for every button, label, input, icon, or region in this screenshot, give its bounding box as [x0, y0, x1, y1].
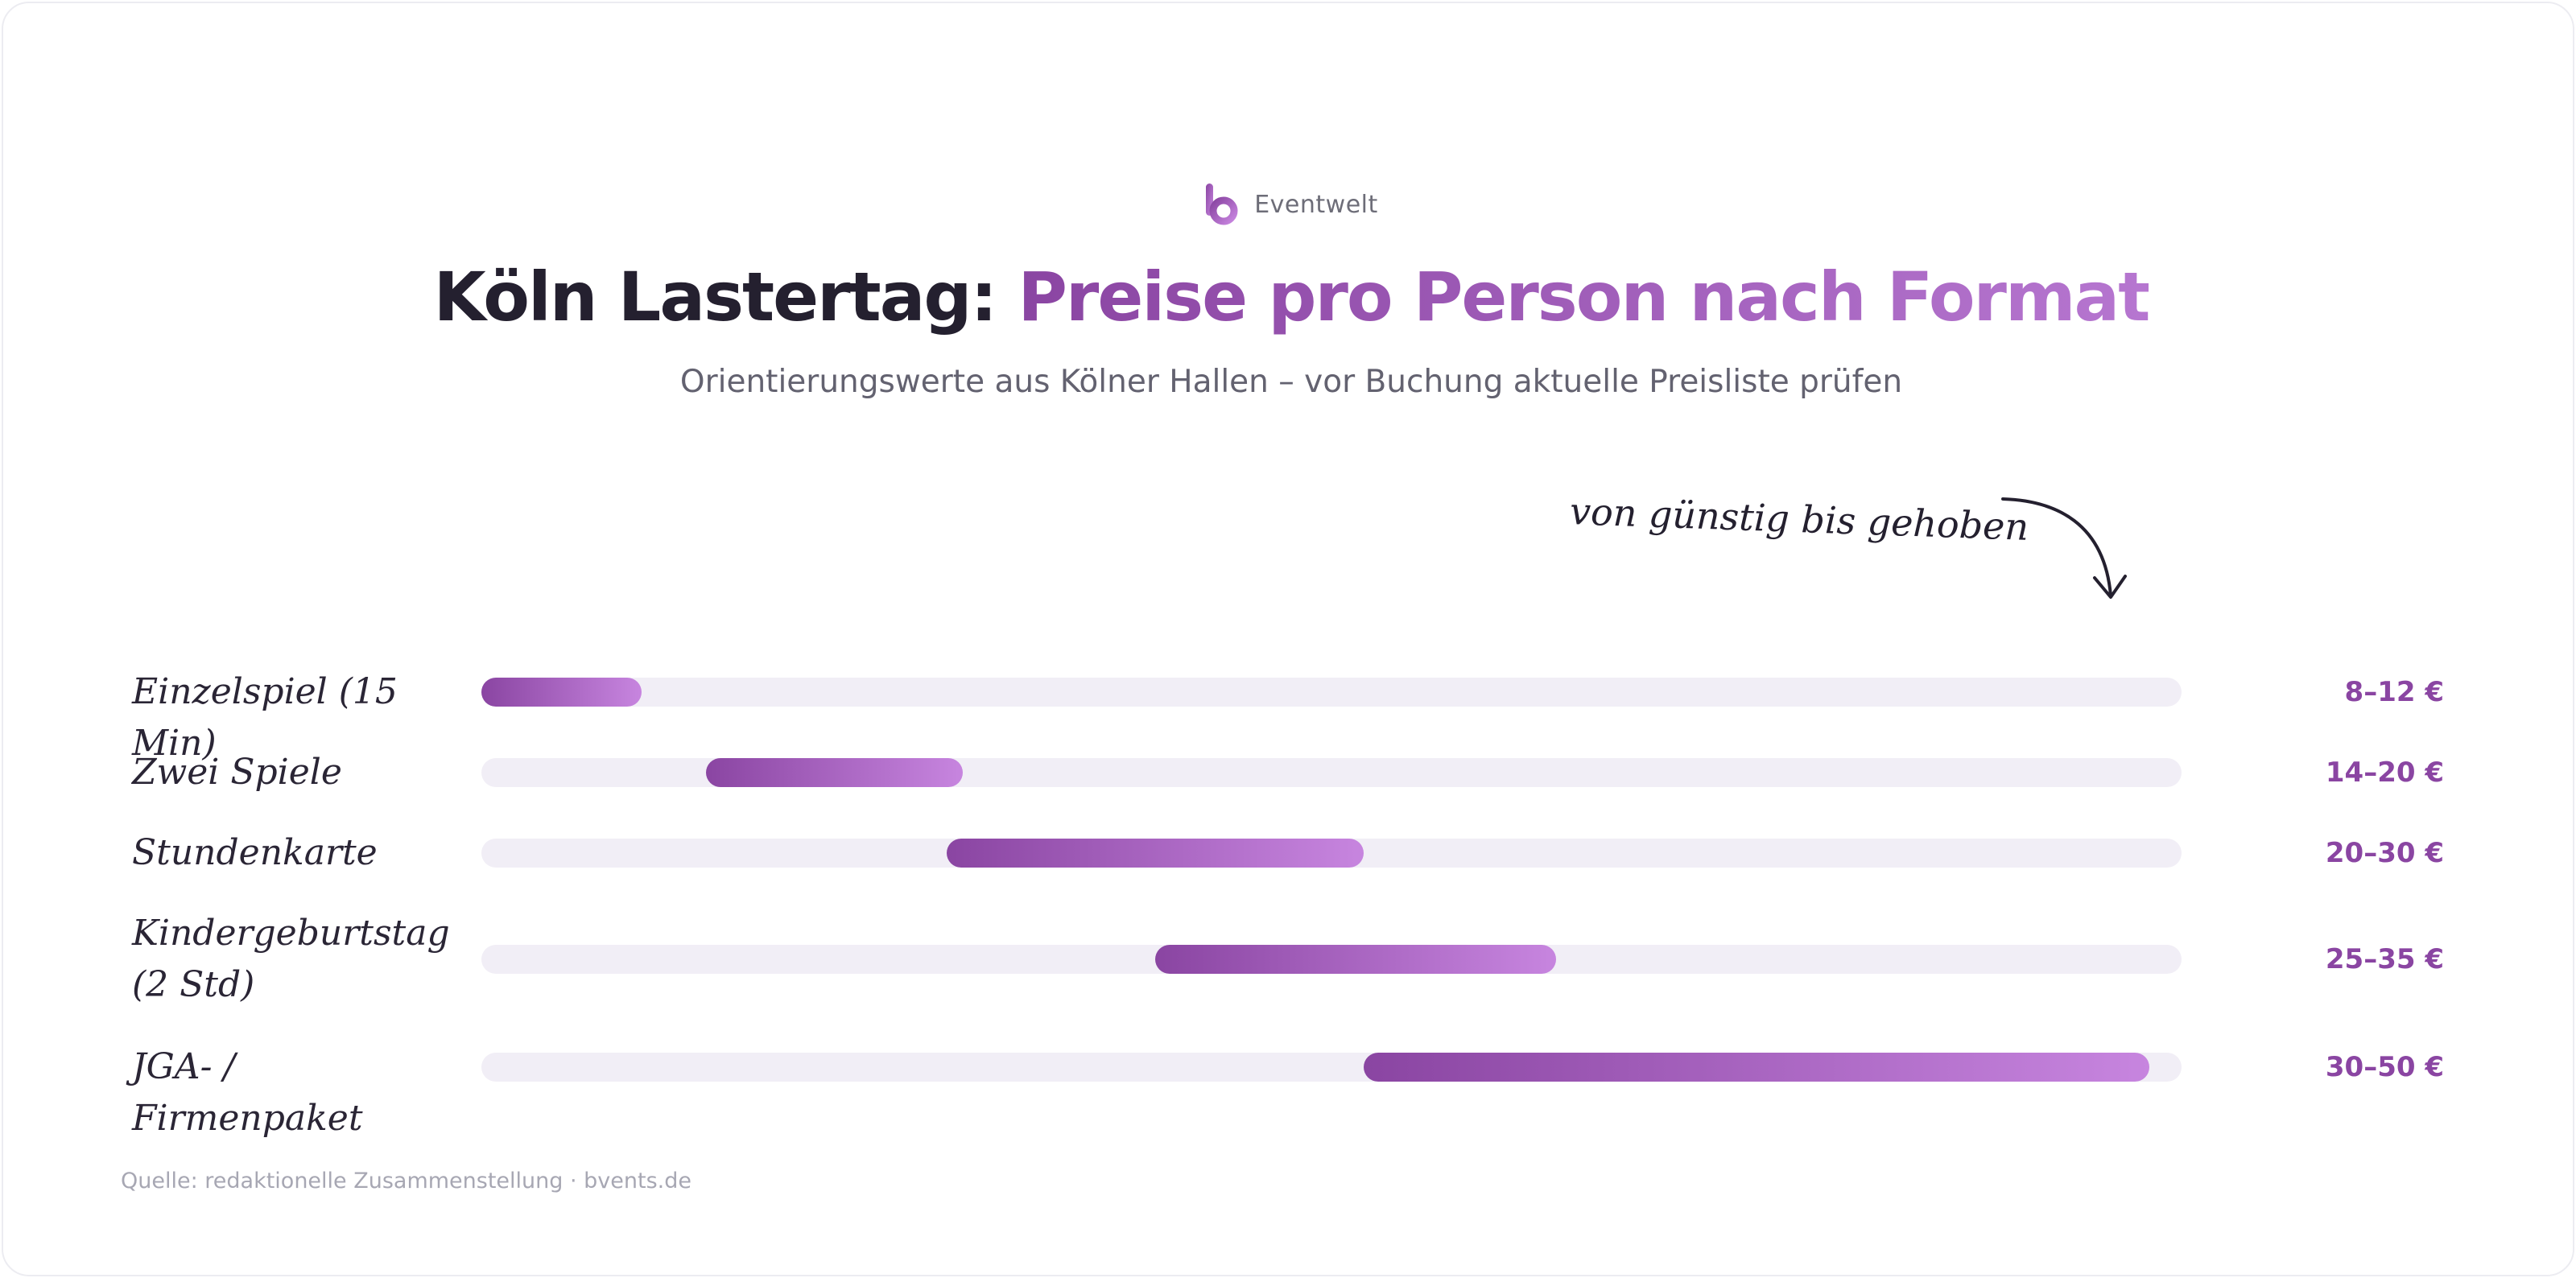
bar-track: [481, 758, 2182, 787]
bar-track: [481, 1053, 2182, 1082]
price-range-bar: [705, 758, 963, 787]
title-plain: Köln Lastertag:: [433, 258, 997, 336]
curved-arrow-icon: [2001, 497, 2127, 599]
price-range-bar: [1363, 1053, 2150, 1082]
chart-title: Köln Lastertag: Preise pro Person nach F…: [3, 245, 2576, 349]
price-value-label: 20–30 €: [2325, 837, 2444, 869]
price-value-label: 30–50 €: [2325, 1051, 2444, 1083]
category-label: Stundenkarte: [132, 832, 378, 873]
price-value-label: 14–20 €: [2325, 756, 2444, 789]
bar-track: [481, 839, 2182, 868]
category-label: Einzelspiel (15 Min): [132, 671, 398, 764]
price-value-label: 8–12 €: [2344, 676, 2444, 708]
category-label: Zwei Spiele: [132, 752, 342, 793]
price-range-bar: [481, 678, 642, 707]
price-range-bar: [946, 839, 1364, 868]
annotation-text: von günstig bis gehoben: [1569, 489, 2029, 549]
bar-track: [481, 678, 2182, 707]
category-label: JGA- / Firmenpaket: [132, 1046, 363, 1139]
price-value-label: 25–35 €: [2325, 943, 2444, 975]
bar-track: [481, 945, 2182, 974]
source-note: Quelle: redaktionelle Zusammenstellung ·…: [121, 1169, 691, 1193]
brand: Eventwelt: [3, 182, 2576, 227]
eventwelt-logo-icon: [1206, 183, 1238, 225]
title-accent: Preise pro Person nach Format: [1018, 258, 2150, 336]
chart-subtitle: Orientierungswerte aus Kölner Hallen – v…: [679, 364, 1903, 400]
brand-name: Eventwelt: [1254, 190, 1378, 219]
category-label: Kindergeburtstag (2 Std): [132, 913, 450, 1005]
price-range-bar: [1154, 945, 1556, 974]
